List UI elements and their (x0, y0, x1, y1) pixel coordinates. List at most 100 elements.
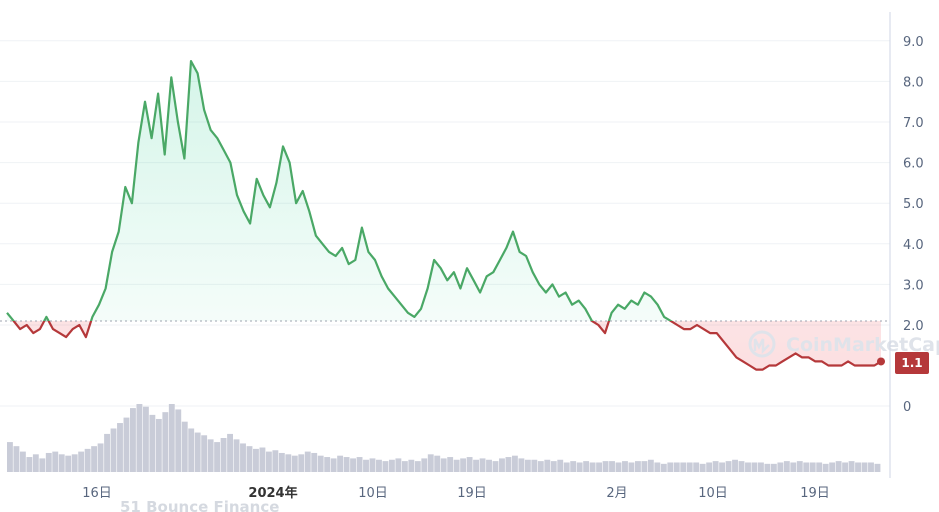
volume-bar (408, 459, 415, 472)
volume-bar (434, 455, 441, 472)
volume-bar (311, 452, 318, 472)
volume-bar (803, 462, 810, 472)
volume-bar (725, 461, 732, 472)
x-tick-label: 16日 (82, 486, 112, 501)
volume-bar (285, 454, 292, 472)
volume-bar (460, 458, 467, 472)
y-tick-label: 0 (903, 400, 911, 415)
volume-bar (615, 462, 622, 472)
volume-bar (570, 461, 577, 472)
price-line-down (12, 321, 882, 371)
volume-bar (492, 461, 499, 472)
volume-bar (369, 458, 376, 472)
volume-bar (104, 433, 110, 472)
volume-bar (110, 428, 117, 472)
volume-bar (634, 461, 641, 472)
volume-bar (298, 454, 305, 472)
volume-bar (343, 457, 350, 472)
volume-bar (32, 454, 39, 472)
volume-bar (440, 458, 447, 472)
x-tick-label: 2024年 (248, 485, 297, 501)
volume-bar (39, 458, 46, 472)
volume-bar (427, 454, 434, 472)
volume-bar (809, 462, 816, 472)
volume-bar (829, 462, 836, 472)
volume-bar (65, 455, 72, 472)
volume-bar (71, 454, 78, 472)
volume-bar (486, 459, 492, 472)
volume-bar (770, 463, 777, 472)
volume-bar (466, 457, 473, 472)
volume-bar (816, 462, 823, 472)
volume-bar (654, 462, 661, 472)
volume-bar (719, 462, 726, 472)
volume-bar (550, 461, 557, 472)
volume-bar (414, 461, 421, 472)
volume-bar (330, 458, 337, 472)
x-tick-label: 19日 (800, 486, 830, 501)
volume-bar (181, 421, 188, 472)
x-tick-label: 10日 (698, 486, 728, 501)
volume-bar (421, 458, 428, 472)
volume-bar (13, 446, 20, 472)
volume-bar (214, 442, 221, 472)
volume-bar (628, 462, 635, 472)
volume-bar (647, 459, 654, 472)
volume-bar (194, 432, 201, 472)
volume-bar (531, 459, 538, 472)
y-tick-label: 7.0 (903, 116, 924, 131)
volume-bar (822, 463, 829, 472)
price-area (7, 61, 881, 370)
y-tick-label: 9.0 (903, 35, 924, 50)
volume-bar (175, 409, 182, 472)
x-tick-label: 19日 (457, 486, 487, 501)
volume-bar (622, 461, 628, 472)
volume-bar (602, 461, 609, 472)
y-axis-ticks: 0 2.0 3.0 4.0 5.0 6.0 7.0 8.0 9.0 (903, 35, 924, 415)
volume-bar (350, 458, 356, 472)
volume-bar (78, 451, 85, 472)
volume-bar (732, 459, 738, 472)
volume-bar (693, 462, 700, 472)
volume-bar (473, 459, 480, 472)
volume-bar (751, 462, 758, 472)
volume-bar (738, 461, 745, 472)
volume-bar (576, 462, 583, 472)
volume-bar (52, 451, 59, 472)
volume-bar (745, 462, 751, 472)
volume-bar (479, 458, 486, 472)
volume-bar (557, 459, 564, 472)
volume-bar (149, 414, 156, 472)
volume-bar (259, 447, 266, 472)
volume-bar (162, 412, 169, 472)
volume-bar (764, 463, 771, 472)
volume-bar (505, 457, 512, 472)
current-price-dot (877, 357, 885, 366)
volume-bar (401, 461, 408, 472)
volume-bar (563, 462, 570, 472)
volume-bar (337, 455, 344, 472)
volume-bar (842, 462, 849, 472)
volume-bar (848, 461, 855, 472)
watermark-text: CoinMarketCap (786, 334, 939, 356)
volume-bar (511, 455, 518, 472)
volume-bar (117, 423, 123, 472)
volume-bar (227, 433, 233, 472)
volume-bar (97, 443, 104, 472)
volume-bar (19, 451, 26, 472)
y-tick-label: 3.0 (903, 278, 924, 293)
current-price-label: 1.1 (901, 356, 922, 370)
volume-bar (363, 459, 369, 472)
volume-bar (796, 461, 803, 472)
volume-bar (589, 462, 596, 472)
volume-bar (26, 457, 33, 472)
volume-bar (123, 417, 130, 472)
x-tick-label: 2月 (606, 486, 627, 501)
current-price-badge: 1.1 (895, 352, 929, 374)
price-lines (6, 60, 882, 371)
volume-bar (291, 455, 298, 472)
x-tick-label: 10日 (358, 486, 388, 501)
volume-bar (233, 439, 240, 472)
volume-bar (453, 459, 460, 472)
